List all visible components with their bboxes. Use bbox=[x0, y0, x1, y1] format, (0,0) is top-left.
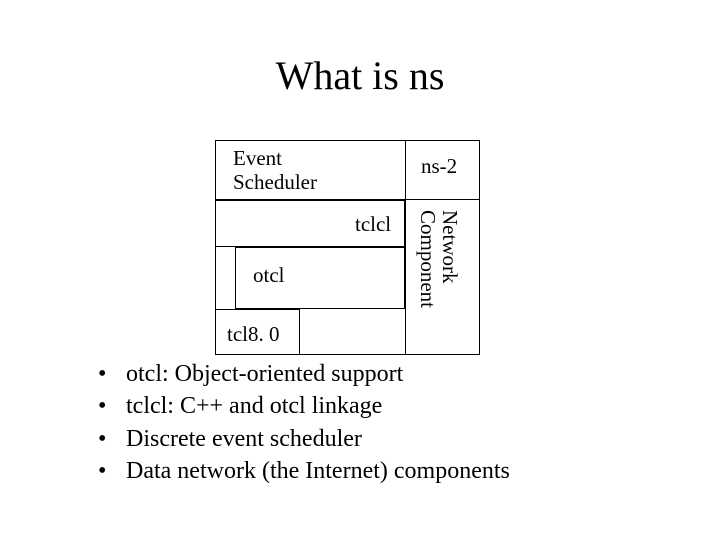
architecture-diagram: Event Scheduler ns-2 tclcl otcl tcl8. 0 … bbox=[215, 140, 480, 355]
slide-title: What is ns bbox=[0, 52, 720, 99]
bullet-text: Data network (the Internet) components bbox=[126, 455, 510, 487]
tcl8-label: tcl8. 0 bbox=[227, 322, 280, 347]
network-label-line2: Component bbox=[415, 210, 440, 308]
bullet-item: • Discrete event scheduler bbox=[98, 423, 510, 455]
bullet-item: • Data network (the Internet) components bbox=[98, 455, 510, 487]
bullet-text: otcl: Object-oriented support bbox=[126, 358, 403, 390]
bullet-text: Discrete event scheduler bbox=[126, 423, 362, 455]
bullet-list: • otcl: Object-oriented support • tclcl:… bbox=[98, 358, 510, 488]
ns2-label: ns-2 bbox=[421, 154, 457, 179]
bullet-dot-icon: • bbox=[98, 358, 126, 390]
network-label-line1: Network bbox=[437, 210, 462, 283]
otcl-label: otcl bbox=[253, 263, 285, 288]
bullet-item: • tclcl: C++ and otcl linkage bbox=[98, 390, 510, 422]
slide: What is ns Event Scheduler ns-2 tclcl ot… bbox=[0, 0, 720, 540]
bullet-dot-icon: • bbox=[98, 390, 126, 422]
bullet-text: tclcl: C++ and otcl linkage bbox=[126, 390, 382, 422]
bullet-dot-icon: • bbox=[98, 423, 126, 455]
event-scheduler-label-line1: Event bbox=[233, 146, 282, 171]
event-scheduler-label-line2: Scheduler bbox=[233, 170, 317, 195]
tclcl-label: tclcl bbox=[355, 212, 391, 237]
bullet-item: • otcl: Object-oriented support bbox=[98, 358, 510, 390]
bullet-dot-icon: • bbox=[98, 455, 126, 487]
